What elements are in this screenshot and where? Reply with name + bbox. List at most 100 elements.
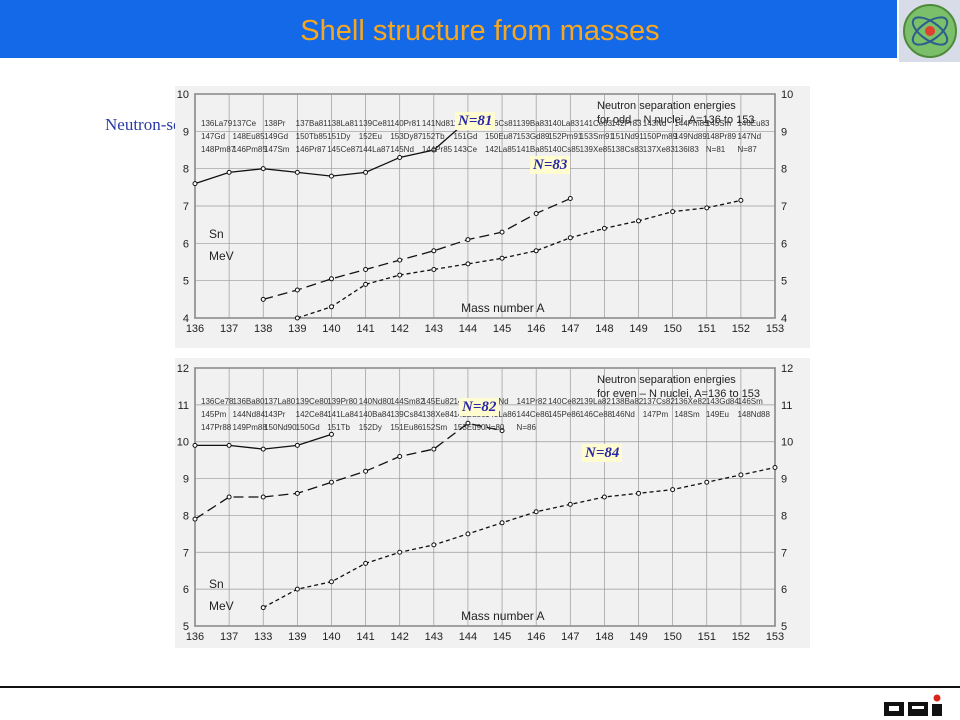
nuclide-label: 153Dy87: [390, 132, 423, 141]
nuclide-label: 147Nd: [737, 132, 761, 141]
nuclide-label: 137La80: [264, 397, 296, 406]
y-tick-label-right: 9: [781, 474, 787, 486]
data-point: [465, 420, 471, 426]
nuclide-label: 146Nd: [611, 410, 635, 419]
chart-title-line2: for odd – N nuclei, A=136 to 153: [597, 114, 754, 126]
nuclide-label: 143Pr: [264, 410, 286, 419]
nuclide-label: 146Pr87: [296, 145, 327, 154]
series-line-N85: [297, 199, 742, 319]
page-title: Shell structure from masses: [300, 15, 660, 47]
nuclide-label: 147Sm: [264, 145, 290, 154]
y-tick-label-right: 6: [781, 238, 787, 250]
nuclide-label: 148Eu85: [233, 132, 266, 141]
y-tick-label-right: 12: [781, 363, 793, 375]
nuclide-label: 138La81: [327, 119, 359, 128]
y-tick-label-left: 7: [183, 547, 189, 559]
nuclide-label: 145Pe86: [548, 410, 581, 419]
chart-title-line1: Neutron separation energies: [597, 374, 736, 386]
x-tick-label: 139: [288, 631, 306, 643]
data-point: [601, 225, 607, 231]
nuclide-label: 141La84: [327, 410, 359, 419]
data-point: [397, 453, 403, 459]
x-tick-label: 137: [220, 631, 238, 643]
data-point: [670, 487, 676, 493]
data-point: [704, 205, 710, 211]
x-tick-label: 138: [254, 323, 272, 335]
y-tick-label-right: 10: [781, 89, 793, 101]
nuclide-label: 142Pr83: [611, 119, 642, 128]
highlight-n81: N=81: [455, 112, 496, 130]
chart-title-line1: Neutron separation energies: [597, 100, 736, 112]
data-point: [738, 197, 744, 203]
y-tick-label-right: 5: [781, 621, 787, 633]
point-labels: 136La79 137Ce 138Pr 137Ba81 138La81 139Ce81 14…: [201, 119, 770, 154]
x-tick-label: 151: [698, 323, 716, 335]
data-point: [397, 549, 403, 555]
nuclide-label: 138Ba82: [611, 397, 644, 406]
data-point: [567, 501, 573, 507]
y-tick-label-left: 11: [178, 400, 189, 412]
nuclide-label: 152Sm: [422, 423, 448, 432]
x-tick-label: 136: [186, 323, 204, 335]
data-point: [567, 196, 573, 202]
nuclide-label: 136Xe82: [674, 397, 707, 406]
data-point: [260, 446, 266, 452]
y-tick-label-left: 6: [183, 584, 189, 596]
nuclide-label: 142La85: [485, 145, 517, 154]
nuclide-label: 137Ce: [233, 119, 257, 128]
nuclide-label: 138Xe84: [422, 410, 455, 419]
data-point: [533, 509, 539, 515]
data-point: [328, 431, 334, 437]
data-point: [260, 605, 266, 611]
x-tick-label: 143: [425, 323, 443, 335]
nuclide-label: 146Sm: [737, 397, 763, 406]
x-tick-label: 137: [220, 323, 238, 335]
nuclide-label: N=81: [706, 145, 726, 154]
x-tick-label: 141: [356, 631, 374, 643]
data-point: [294, 490, 300, 496]
data-point: [533, 248, 539, 254]
nuclide-label: 137Ba81: [296, 119, 329, 128]
nuclide-label: 143La86: [485, 410, 517, 419]
y-tick-label-left: 5: [183, 621, 189, 633]
x-tick-label: 147: [561, 323, 579, 335]
x-tick-label: 148: [595, 323, 613, 335]
series-line-N82: [194, 422, 503, 520]
nuclide-label: 152Dy: [359, 423, 382, 432]
data-point: [363, 169, 369, 175]
y-tick-label-left: 4: [183, 313, 189, 325]
y-tick-label-right: 5: [781, 276, 787, 288]
nuclide-label: 139Cs84: [390, 410, 423, 419]
data-point: [499, 520, 505, 526]
data-point: [294, 315, 300, 321]
footer-divider: [0, 686, 960, 688]
nuclide-label: 146Pm85: [233, 145, 268, 154]
nuclide-label: 145Sm: [706, 119, 732, 128]
x-tick-label: 140: [322, 323, 340, 335]
nuclide-label: 147Pr88: [201, 423, 232, 432]
x-tick-label: 152: [732, 323, 750, 335]
x-tick-label: 136: [186, 631, 204, 643]
nuclide-label: 148Pr89: [706, 132, 737, 141]
data-point: [431, 446, 437, 452]
nuclide-label: 147Gd: [201, 132, 225, 141]
nuclide-label: 138Cs83: [611, 145, 644, 154]
x-tick-label: 149: [629, 631, 647, 643]
nuclide-label: N=86: [517, 423, 537, 432]
x-axis-label: Mass number A: [461, 609, 544, 623]
nuclide-label: 144Sm82: [390, 397, 425, 406]
data-point: [226, 494, 232, 500]
nuclide-label: 136Ce78: [201, 397, 234, 406]
nuclide-label: 148Nd88: [737, 410, 770, 419]
y-tick-label-left: 10: [177, 437, 189, 449]
data-point: [465, 261, 471, 267]
data-point: [192, 516, 198, 522]
data-point: [397, 257, 403, 263]
nuclide-label: 142Ce84: [296, 410, 329, 419]
x-tick-label: 153: [766, 323, 784, 335]
nuclide-label: 140La83: [548, 119, 580, 128]
nuclide-label: 151Dy: [327, 132, 350, 141]
nuclide-label: 139Xe85: [580, 145, 613, 154]
y-tick-label-left: 5: [183, 276, 189, 288]
data-point: [294, 287, 300, 293]
